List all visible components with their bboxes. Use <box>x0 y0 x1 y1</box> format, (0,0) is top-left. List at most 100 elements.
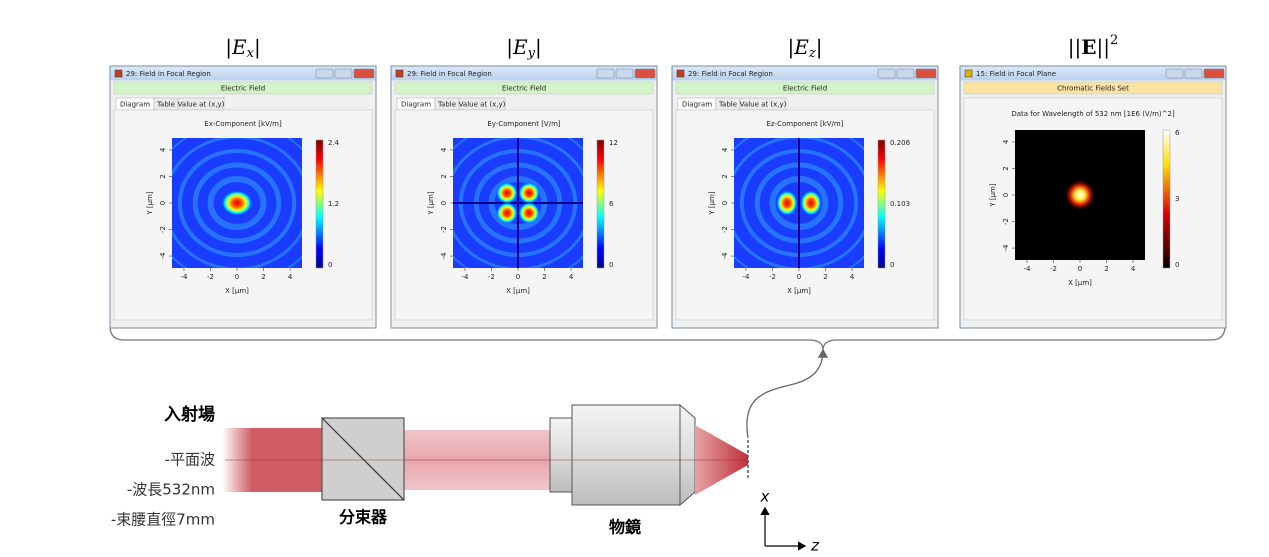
y-tick-label: 0 <box>159 201 167 205</box>
ring <box>192 162 282 244</box>
x-tick-label: -2 <box>207 273 214 281</box>
tab-label: Value at (x,y) <box>459 101 506 109</box>
y-tick-label: 0 <box>721 201 729 205</box>
peak <box>221 190 253 216</box>
y-tick-label: -2 <box>159 226 167 233</box>
tab-label: Value at (x,y) <box>178 101 225 109</box>
sub-title: Electric Field <box>783 85 827 93</box>
window-button[interactable] <box>896 68 915 79</box>
colorbar-tick-label: 12 <box>609 139 618 147</box>
header-bar: | <box>225 35 232 60</box>
colorbar-tick-label: 2.4 <box>328 139 340 147</box>
tab-label: Table <box>156 101 175 109</box>
header-bar: | <box>506 35 513 60</box>
window: 29: Field in Focal Region Electric Field D… <box>671 65 939 329</box>
y-tick-label: 2 <box>159 174 167 178</box>
title-bar <box>110 66 376 81</box>
colorbar-tick-label: 6 <box>1175 129 1180 137</box>
peak <box>496 182 518 204</box>
objective-front <box>679 403 696 507</box>
colorbar <box>1162 129 1171 269</box>
y-tick-label: -2 <box>1002 218 1010 225</box>
window-button[interactable] <box>334 68 353 79</box>
optical-setup: 入射場 -平面波 -波長532nm -束腰直徑7mm 分束器 物鏡 x z <box>111 403 820 555</box>
window-button[interactable] <box>915 68 937 79</box>
window-button[interactable] <box>634 68 656 79</box>
y-tick-label: 2 <box>1002 166 1010 170</box>
title-bar <box>672 66 938 81</box>
y-tick-label: 0 <box>1002 193 1010 197</box>
colorbar-tick-label: 0 <box>1175 261 1179 269</box>
x-tick-label: 4 <box>850 273 855 281</box>
colorbar <box>315 139 324 269</box>
x-tick-label: -2 <box>488 273 495 281</box>
colorbar-tick-label: 3 <box>1175 195 1179 203</box>
plot-title: Ex-Component [kV/m] <box>204 120 282 128</box>
window-button[interactable] <box>315 68 334 79</box>
window-button[interactable] <box>353 68 375 79</box>
panel-header: |Ex| <box>225 35 260 61</box>
peak <box>518 182 540 204</box>
plot-title: Ey-Component [V/m] <box>487 120 561 128</box>
input-line: -波長532nm <box>127 481 215 499</box>
y-tick-label: 4 <box>159 147 167 152</box>
y-tick-label: -2 <box>440 226 448 233</box>
window-button[interactable] <box>596 68 615 79</box>
header-superscript: 2 <box>1110 33 1118 48</box>
tab-label: Table <box>437 101 456 109</box>
ring <box>177 149 297 257</box>
x-tick-label: -2 <box>769 273 776 281</box>
x-axis-label: X [µm] <box>506 287 530 295</box>
window-icon <box>676 69 685 78</box>
window-button[interactable] <box>1203 68 1225 79</box>
title-bar <box>960 66 1226 81</box>
panel-header: ||E||2 <box>1068 33 1119 60</box>
sub-title: Chromatic Fields Set <box>1057 85 1129 93</box>
y-tick-label: 2 <box>440 174 448 178</box>
peak <box>776 190 798 216</box>
x-tick-label: 2 <box>261 273 265 281</box>
objective-back <box>549 417 573 493</box>
window: 29: Field in Focal Region Electric Field D… <box>390 65 658 329</box>
y-tick-label: 4 <box>721 147 729 152</box>
input-line: -平面波 <box>165 451 215 469</box>
y-tick-label: -4 <box>721 252 729 260</box>
header-bar: || <box>1068 35 1081 60</box>
window-button[interactable] <box>1184 68 1203 79</box>
header-bar: | <box>254 35 261 60</box>
y-tick-label: 4 <box>1002 139 1010 144</box>
tab-label: Diagram <box>120 101 150 109</box>
sub-title: Electric Field <box>221 85 265 93</box>
x-tick-label: 0 <box>235 273 239 281</box>
peak <box>800 190 822 216</box>
y-axis-label: Y [µm] <box>146 191 154 216</box>
window-button[interactable] <box>1165 68 1184 79</box>
x-tick-label: 4 <box>1131 265 1136 273</box>
sub-bar <box>675 81 935 95</box>
header-bar: || <box>1096 35 1109 60</box>
header-symbol: E <box>1081 35 1096 59</box>
window-button[interactable] <box>615 68 634 79</box>
colorbar-tick-label: 0.206 <box>890 139 911 147</box>
y-tick-label: -2 <box>721 226 729 233</box>
objective-label: 物鏡 <box>609 518 641 537</box>
window: 29: Field in Focal Region Electric Field D… <box>109 65 377 329</box>
heatmap <box>453 138 583 268</box>
tab-label: Table <box>718 101 737 109</box>
x-axis-label: X [µm] <box>787 287 811 295</box>
window-button[interactable] <box>877 68 896 79</box>
x-tick-label: 2 <box>1104 265 1108 273</box>
sub-bar <box>394 81 654 95</box>
peak <box>1064 179 1096 211</box>
x-tick-label: -2 <box>1050 265 1057 273</box>
panel-header: |Ez| <box>788 35 823 61</box>
window-icon <box>395 69 404 78</box>
axis-x-label: x <box>760 488 770 506</box>
colorbar-tick-label: 0 <box>890 261 894 269</box>
link-arrow <box>746 348 829 439</box>
brace <box>109 325 1226 351</box>
header-bar: | <box>788 35 795 60</box>
